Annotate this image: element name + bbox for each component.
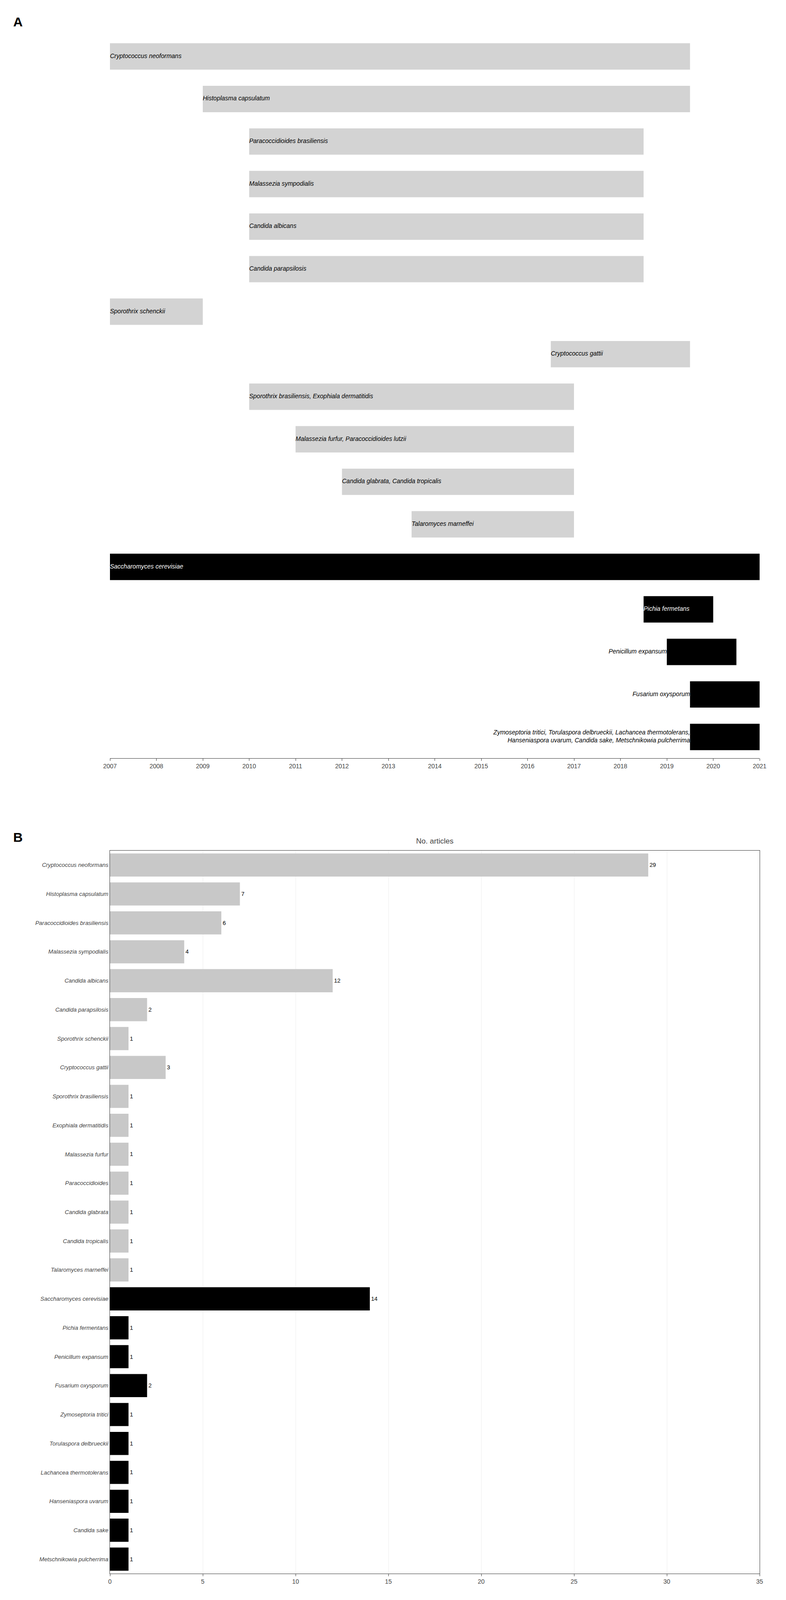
svg-text:Zymoseptoria tritici, Torulasp: Zymoseptoria tritici, Torulaspora delbru… (493, 728, 691, 744)
svg-text:1: 1 (129, 1468, 133, 1475)
svg-text:Torulaspora delbrueckii: Torulaspora delbrueckii (49, 1439, 109, 1447)
svg-text:Histoplasma capsulatum: Histoplasma capsulatum (46, 890, 109, 897)
svg-text:Hanseniaspora uvarum: Hanseniaspora uvarum (49, 1497, 109, 1504)
svg-text:Penicillum expansum: Penicillum expansum (608, 647, 668, 655)
svg-text:1: 1 (129, 1208, 133, 1215)
svg-text:Sporothrix schenckii: Sporothrix schenckii (57, 1034, 109, 1042)
svg-text:0: 0 (108, 1577, 112, 1585)
svg-text:2008: 2008 (149, 762, 164, 770)
svg-text:29: 29 (649, 861, 656, 868)
svg-text:1: 1 (129, 1526, 133, 1533)
svg-text:2: 2 (148, 1381, 152, 1389)
svg-text:Cryptococcus gattii: Cryptococcus gattii (550, 349, 604, 357)
svg-text:Malassezia furfur, Paracoccidi: Malassezia furfur, Paracoccidioides lutz… (295, 435, 407, 443)
svg-text:1: 1 (129, 1092, 133, 1100)
svg-text:2020: 2020 (706, 762, 721, 770)
svg-text:Paracoccidioides brasiliensis: Paracoccidioides brasiliensis (249, 137, 329, 145)
svg-text:1: 1 (129, 1150, 133, 1157)
svg-text:Sporothrix schenckii: Sporothrix schenckii (109, 307, 166, 315)
svg-text:Pichia fermentans: Pichia fermentans (62, 1323, 109, 1331)
svg-text:2018: 2018 (613, 762, 628, 770)
svg-text:Candida albicans: Candida albicans (249, 222, 297, 230)
svg-text:Candida tropicalis: Candida tropicalis (62, 1237, 109, 1244)
svg-text:1: 1 (129, 1497, 133, 1504)
svg-text:No. articles: No. articles (416, 836, 454, 845)
svg-text:1: 1 (129, 1352, 133, 1360)
svg-text:1: 1 (129, 1323, 133, 1331)
svg-text:Candida glabrata, Candida trop: Candida glabrata, Candida tropicalis (342, 477, 442, 485)
svg-text:Saccharomyces cerevisiae: Saccharomyces cerevisiae (109, 562, 184, 570)
svg-text:3: 3 (167, 1063, 171, 1071)
svg-text:20: 20 (477, 1577, 485, 1585)
svg-text:30: 30 (663, 1577, 671, 1585)
svg-text:25: 25 (570, 1577, 578, 1585)
svg-text:2012: 2012 (335, 762, 349, 770)
svg-text:Fusarium oxysporum: Fusarium oxysporum (54, 1381, 109, 1389)
svg-text:A: A (13, 14, 23, 30)
svg-text:Sporothrix brasiliensis, Exoph: Sporothrix brasiliensis, Exophiala derma… (249, 392, 374, 400)
svg-text:1: 1 (129, 1265, 133, 1273)
svg-text:Fusarium oxysporum: Fusarium oxysporum (632, 690, 691, 698)
svg-text:Malassezia sympodialis: Malassezia sympodialis (249, 179, 315, 187)
svg-text:Malassezia sympodialis: Malassezia sympodialis (48, 947, 109, 955)
svg-text:Metschnikowia pulcherrima: Metschnikowia pulcherrima (39, 1555, 109, 1562)
svg-text:2010: 2010 (242, 762, 256, 770)
svg-text:2011: 2011 (288, 762, 303, 770)
svg-text:2007: 2007 (102, 762, 117, 770)
svg-text:1: 1 (129, 1179, 133, 1186)
svg-text:Candida glabrata: Candida glabrata (64, 1208, 109, 1215)
svg-text:1: 1 (129, 1555, 133, 1562)
svg-text:2021: 2021 (752, 762, 767, 770)
svg-text:1: 1 (129, 1237, 133, 1244)
svg-text:2015: 2015 (474, 762, 488, 770)
svg-text:2013: 2013 (381, 762, 395, 770)
svg-text:Paracoccidioides: Paracoccidioides (65, 1179, 109, 1186)
svg-text:Exophiala dermatitidis: Exophiala dermatitidis (52, 1121, 109, 1129)
svg-text:5: 5 (201, 1577, 205, 1585)
svg-text:Talaromyces marneffei: Talaromyces marneffei (411, 519, 475, 527)
svg-text:1: 1 (129, 1034, 133, 1042)
svg-text:2014: 2014 (427, 762, 442, 770)
svg-text:2017: 2017 (566, 762, 581, 770)
svg-text:Cryptococcus neoformans: Cryptococcus neoformans (41, 861, 109, 868)
svg-text:6: 6 (222, 919, 226, 926)
svg-text:Cryptococcus neoformans: Cryptococcus neoformans (109, 52, 182, 60)
svg-text:Paracoccidioides brasiliensis: Paracoccidioides brasiliensis (35, 919, 109, 926)
svg-text:Penicillum expansum: Penicillum expansum (54, 1352, 109, 1360)
svg-text:Malassezia furfur: Malassezia furfur (64, 1150, 109, 1158)
svg-text:Zymoseptoria tritici: Zymoseptoria tritici (59, 1410, 109, 1418)
svg-text:Candida albicans: Candida albicans (64, 976, 109, 984)
svg-text:1: 1 (129, 1439, 133, 1447)
svg-text:14: 14 (371, 1294, 378, 1302)
svg-text:7: 7 (241, 890, 245, 897)
svg-text:2016: 2016 (520, 762, 535, 770)
svg-text:Candida parapsilosis: Candida parapsilosis (249, 264, 307, 272)
svg-text:Saccharomyces cerevisiae: Saccharomyces cerevisiae (40, 1294, 109, 1302)
svg-text:12: 12 (333, 976, 340, 984)
svg-text:2019: 2019 (659, 762, 674, 770)
svg-text:Candida sake: Candida sake (73, 1526, 109, 1533)
svg-text:1: 1 (129, 1410, 133, 1418)
svg-text:2: 2 (148, 1005, 152, 1013)
svg-text:Histoplasma capsulatum: Histoplasma capsulatum (202, 94, 271, 102)
svg-text:2009: 2009 (195, 762, 210, 770)
svg-text:4: 4 (185, 947, 189, 955)
svg-text:Lachancea thermotolerans: Lachancea thermotolerans (40, 1468, 109, 1476)
svg-text:Sporothrix brasiliensis: Sporothrix brasiliensis (52, 1092, 109, 1100)
svg-text:10: 10 (292, 1577, 300, 1585)
svg-text:1: 1 (129, 1121, 133, 1129)
svg-text:Talaromyces marneffei: Talaromyces marneffei (50, 1265, 109, 1273)
svg-text:Cryptococcus gattii: Cryptococcus gattii (60, 1063, 110, 1071)
svg-text:Candida parapsilosis: Candida parapsilosis (55, 1005, 109, 1013)
svg-text:15: 15 (384, 1577, 392, 1585)
svg-text:B: B (13, 829, 23, 845)
svg-text:Pichia fermetans: Pichia fermetans (643, 604, 690, 612)
svg-text:35: 35 (756, 1577, 764, 1585)
